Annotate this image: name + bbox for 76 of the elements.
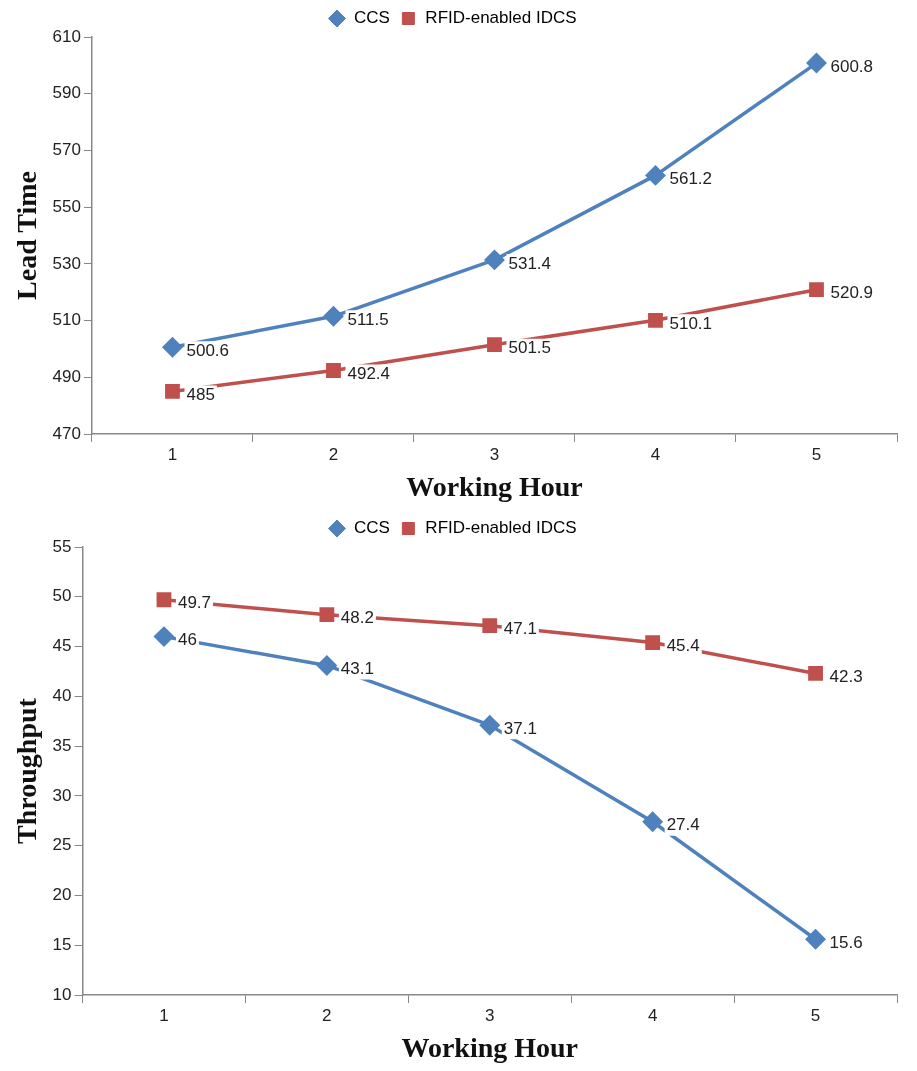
x-tick-label: 5 — [811, 444, 822, 464]
y-tick-label: 35 — [52, 735, 72, 755]
data-label: 511.5 — [347, 310, 389, 330]
y-tick-label: 25 — [52, 835, 72, 855]
y-tick-label: 470 — [52, 423, 81, 443]
y-tick-label: 30 — [52, 785, 72, 805]
y-tick-label: 530 — [52, 253, 81, 273]
x-tick-label: 3 — [489, 444, 500, 464]
data-label: 485 — [186, 385, 215, 405]
data-label: 37.1 — [503, 718, 537, 738]
x-tick-label: 3 — [485, 1005, 495, 1025]
data-label: 561.2 — [669, 169, 713, 189]
point — [642, 812, 663, 832]
data-label: 15.6 — [829, 932, 863, 952]
y-tick-label: 10 — [52, 984, 72, 1004]
point — [806, 53, 827, 73]
point — [484, 250, 505, 270]
data-label: 520.9 — [830, 283, 874, 303]
legend-label: RFID-enabled IDCS — [425, 8, 577, 28]
point — [317, 655, 337, 676]
y-tick-label: 20 — [52, 885, 72, 905]
point — [645, 635, 661, 650]
x-tick-label: 1 — [167, 444, 178, 464]
point — [480, 715, 500, 735]
data-label: 531.4 — [508, 253, 552, 273]
data-label: 45.4 — [666, 636, 700, 656]
y-tick-label: 610 — [52, 26, 81, 46]
point — [156, 592, 172, 608]
point — [162, 337, 183, 357]
x-tick-label: 2 — [322, 1005, 332, 1025]
data-label: 500.6 — [186, 340, 230, 360]
y-tick-label: 15 — [52, 934, 72, 954]
y-tick-label: 570 — [52, 140, 81, 160]
data-label: 43.1 — [340, 659, 374, 679]
x-axis-title: Working Hour — [406, 471, 583, 503]
x-tick-label: 5 — [810, 1005, 821, 1025]
data-label: 600.8 — [830, 56, 874, 76]
point — [645, 165, 666, 186]
point — [319, 607, 335, 623]
data-label: 46 — [177, 630, 197, 650]
y-axis-title: Lead Time — [11, 171, 43, 300]
y-tick-label: 40 — [52, 686, 72, 706]
legend-label: CCS — [353, 8, 390, 28]
y-tick-label: 55 — [52, 536, 72, 556]
point — [808, 666, 823, 681]
x-tick-label: 1 — [159, 1005, 169, 1025]
y-tick-label: 510 — [52, 310, 81, 330]
data-label: 492.4 — [347, 364, 391, 384]
point — [165, 384, 180, 399]
x-tick-label: 4 — [650, 444, 661, 464]
data-label: 510.1 — [669, 313, 713, 333]
point — [805, 929, 826, 949]
y-tick-label: 50 — [52, 586, 72, 606]
y-axis-title: Throughput — [11, 697, 43, 844]
point — [487, 337, 502, 353]
y-tick-label: 550 — [52, 196, 81, 216]
data-label: 47.1 — [503, 619, 537, 639]
y-tick-label: 490 — [52, 366, 81, 386]
point — [482, 618, 498, 634]
x-tick-label: 4 — [647, 1005, 658, 1025]
y-tick-label: 590 — [52, 83, 81, 103]
point — [154, 626, 174, 647]
point — [809, 282, 824, 298]
point — [323, 306, 344, 327]
data-label: 27.4 — [666, 815, 700, 835]
legend-label: CCS — [353, 518, 390, 538]
point — [648, 312, 663, 328]
legend-label: RFID-enabled IDCS — [425, 518, 577, 538]
data-label: 49.7 — [177, 593, 212, 613]
x-axis-title: Working Hour — [401, 1032, 579, 1064]
data-label: 48.2 — [340, 608, 374, 628]
point — [326, 363, 341, 378]
data-label: 42.3 — [829, 667, 863, 687]
data-label: 501.5 — [508, 338, 552, 358]
y-tick-label: 45 — [52, 636, 72, 656]
x-tick-label: 2 — [328, 444, 339, 464]
